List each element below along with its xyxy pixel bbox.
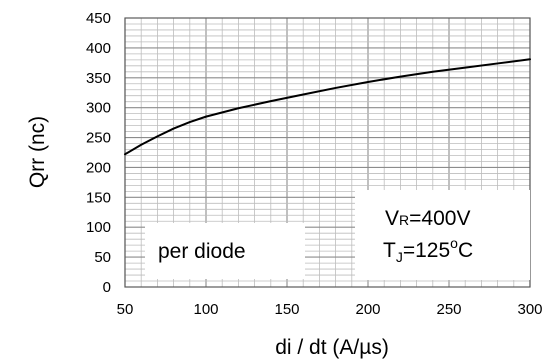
tj-main: T: [383, 239, 396, 262]
y-tick-label: 50: [94, 249, 111, 266]
x-tick-label: 250: [436, 301, 461, 318]
series-line: [124, 58, 531, 156]
y-tick-label: 100: [86, 219, 111, 236]
x-tick-label: 300: [517, 301, 542, 318]
tj-unit: C: [458, 239, 473, 262]
tj-sup: o: [450, 235, 458, 251]
annotation-conditions-box: [355, 190, 530, 280]
x-tick-label: 150: [274, 301, 299, 318]
plot-border: [124, 17, 531, 288]
x-tick-labels: 50 100 150 200 250 300: [117, 301, 543, 318]
vr-sub: R: [399, 212, 409, 228]
x-tick-label: 100: [193, 301, 218, 318]
x-axis-title: di / dt (A/µs): [275, 336, 389, 359]
annotation-vr: VR=400V: [385, 207, 470, 230]
y-tick-labels: 0 50 100 150 200 250 300 350 400 450: [86, 10, 111, 296]
annotation-tj: TJ=125oC: [383, 235, 473, 265]
tj-eq: =125: [403, 239, 450, 262]
x-tick-label: 200: [355, 301, 380, 318]
x-tick-label: 50: [117, 301, 134, 318]
y-tick-label: 400: [86, 40, 111, 57]
annotation-per-diode-text: per diode: [158, 240, 246, 263]
vr-rest: =400V: [409, 207, 470, 230]
annotation-per-diode: per diode: [145, 223, 305, 279]
vr-main: V: [385, 207, 399, 230]
annotation-per-diode-box: [145, 223, 305, 279]
y-tick-label: 0: [103, 279, 111, 296]
y-tick-label: 150: [86, 189, 111, 206]
y-tick-label: 350: [86, 70, 111, 87]
annotation-conditions: VR=400V TJ=125oC: [355, 190, 530, 280]
series-layer: [124, 58, 531, 156]
y-tick-label: 200: [86, 159, 111, 176]
y-tick-label: 450: [86, 10, 111, 27]
y-tick-label: 250: [86, 130, 111, 147]
plot-frame: [124, 17, 531, 288]
y-axis-title: Qrr (nc): [26, 116, 49, 188]
y-tick-label: 300: [86, 100, 111, 117]
tj-sub: J: [396, 249, 403, 265]
